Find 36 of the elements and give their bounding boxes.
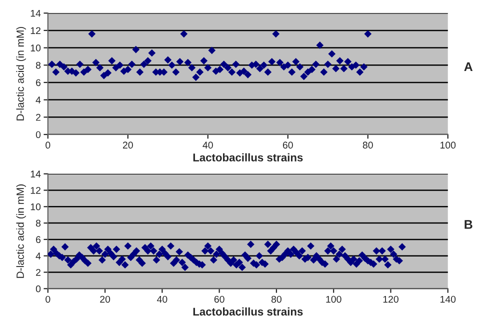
y-tick-label: 14	[30, 170, 41, 178]
y-tick-label: 6	[36, 236, 41, 244]
x-tick-label: 0	[46, 296, 50, 303]
text: A	[464, 62, 473, 71]
x-tick-label: 100	[326, 296, 342, 303]
y-tick-label: 8	[36, 62, 41, 69]
x-tick-label: 100	[440, 142, 456, 149]
y-tick-label: 4	[36, 96, 41, 104]
y-tick-label: 4	[36, 252, 41, 260]
y-tick-label: 12	[30, 27, 40, 34]
x-axis-title: Lactobacillus strains	[193, 307, 303, 316]
y-axis-title: D-lactic acid (in mM)	[16, 26, 26, 120]
x-tick-label: 20	[100, 296, 110, 303]
x-axis-title: Lactobacillus strains	[193, 153, 303, 162]
x-tick-label: 40	[156, 296, 168, 303]
x-tick-label: 0	[46, 142, 50, 149]
x-tick-label: 20	[122, 142, 133, 149]
x-tick-label: 80	[271, 296, 282, 303]
x-tick-label: 60	[282, 142, 293, 149]
y-tick-label: 12	[30, 186, 40, 194]
y-axis-title: D-lactic acid (in mM)	[16, 184, 26, 278]
y-tick-label: 14	[30, 10, 41, 17]
y-tick-label: 0	[36, 285, 41, 292]
text: B	[464, 220, 472, 229]
y-tick-label: 0	[36, 131, 41, 138]
x-tick-label: 60	[214, 296, 224, 303]
y-tick-label: 8	[36, 220, 41, 227]
x-tick-label: 140	[440, 296, 456, 303]
y-tick-label: 10	[30, 44, 41, 52]
x-tick-label: 40	[202, 142, 213, 149]
y-tick-label: 2	[36, 268, 40, 276]
y-tick-label: 10	[30, 203, 41, 210]
y-tick-label: 6	[36, 79, 41, 86]
y-tick-label: 2	[36, 114, 40, 121]
x-tick-label: 80	[362, 142, 373, 149]
x-tick-label: 120	[383, 296, 398, 303]
